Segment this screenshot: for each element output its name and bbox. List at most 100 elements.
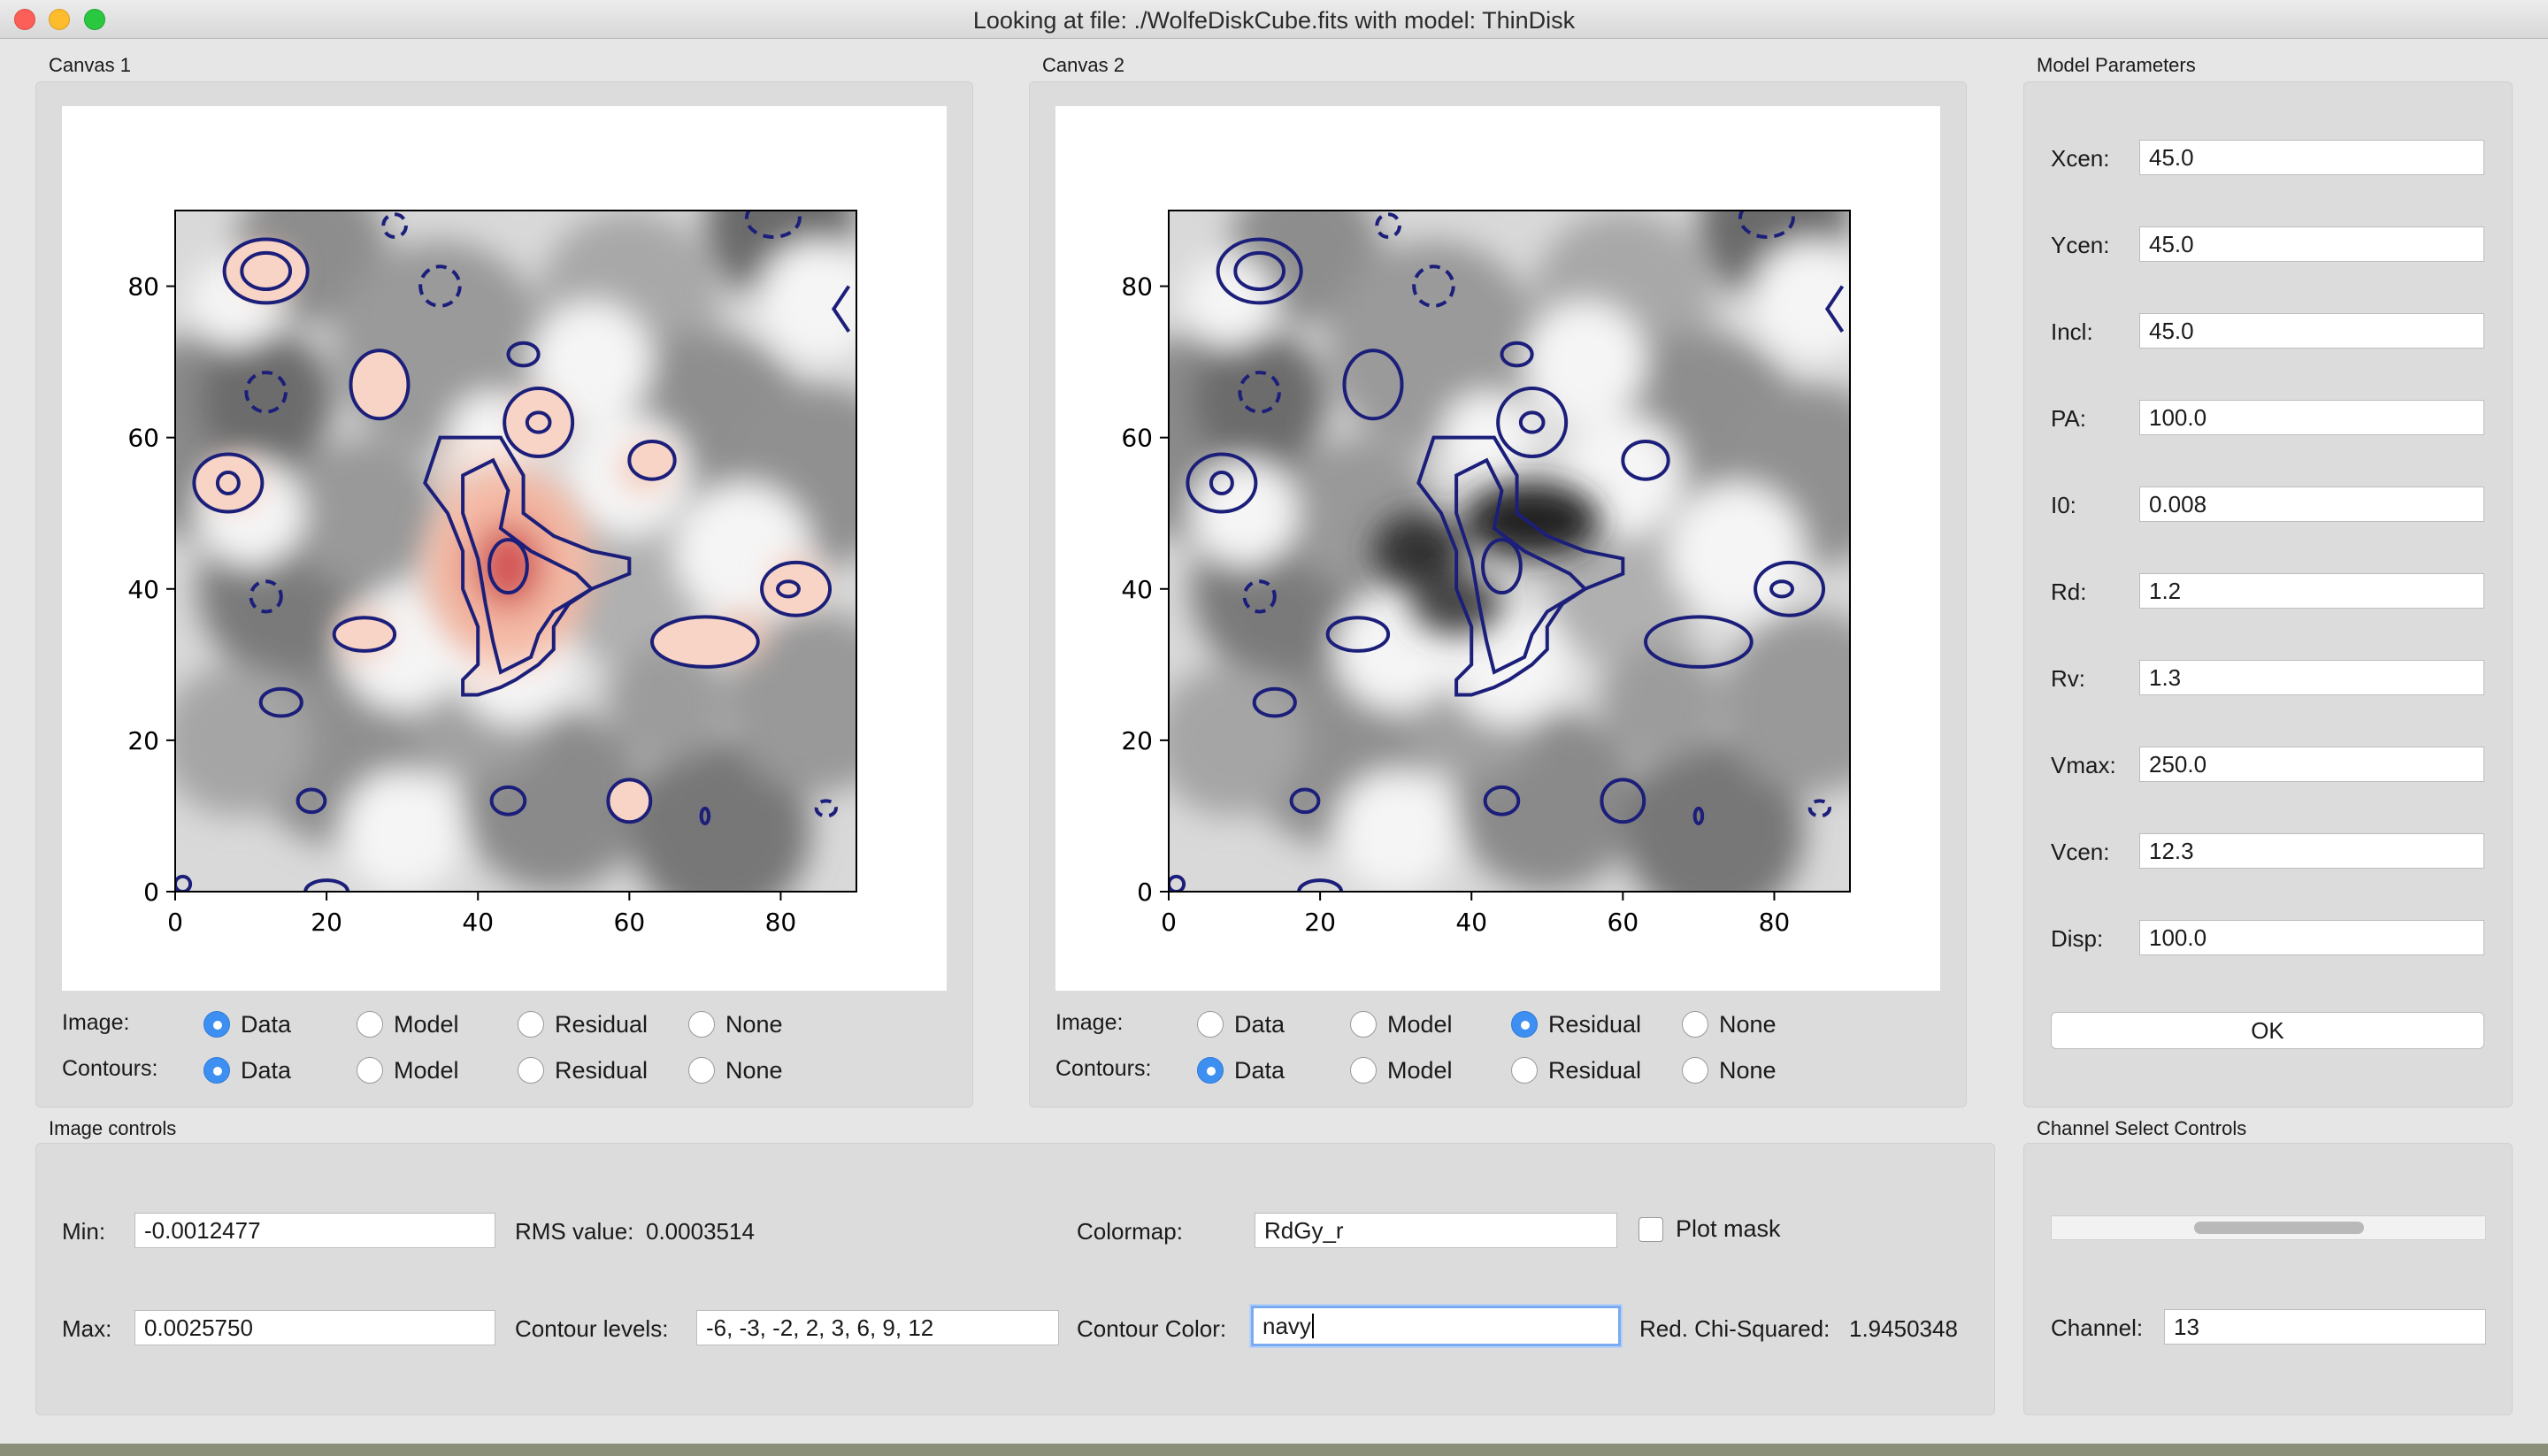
max-input[interactable]: 0.0025750 xyxy=(134,1310,495,1345)
radio-dot[interactable] xyxy=(1682,1057,1708,1084)
param-input-rv[interactable]: 1.3 xyxy=(2139,660,2484,695)
radio-label: Residual xyxy=(1548,1010,1642,1038)
canvas2-contour-radio-none[interactable]: None xyxy=(1682,1054,1777,1086)
axes-frame xyxy=(1168,210,1851,893)
radio-dot[interactable] xyxy=(1511,1057,1538,1084)
radio-dot[interactable] xyxy=(357,1011,383,1038)
param-input-xcen[interactable]: 45.0 xyxy=(2139,140,2484,175)
x-tick-label: 40 xyxy=(1455,908,1487,937)
radio-dot[interactable] xyxy=(688,1011,715,1038)
radio-label: Residual xyxy=(1548,1056,1642,1084)
channel-input[interactable]: 13 xyxy=(2164,1309,2486,1345)
canvas2-image-radio-none[interactable]: None xyxy=(1682,1008,1777,1040)
radio-dot[interactable] xyxy=(518,1057,544,1084)
radio-label: Data xyxy=(1234,1010,1286,1038)
canvas2-contour-radio-residual[interactable]: Residual xyxy=(1511,1054,1641,1086)
param-label-vmax: Vmax: xyxy=(2051,752,2116,778)
param-label-rd: Rd: xyxy=(2051,579,2087,605)
radio-dot[interactable] xyxy=(1197,1057,1224,1084)
ok-button[interactable]: OK xyxy=(2051,1012,2484,1049)
canvas1-image-radio-residual[interactable]: Residual xyxy=(518,1008,648,1040)
param-input-incl[interactable]: 45.0 xyxy=(2139,313,2484,349)
param-input-disp[interactable]: 100.0 xyxy=(2139,920,2484,955)
canvas2-contour-radio-model[interactable]: Model xyxy=(1350,1054,1453,1086)
param-input-i0[interactable]: 0.008 xyxy=(2139,487,2484,522)
canvas1-contour-radio-none[interactable]: None xyxy=(688,1054,783,1086)
radio-dot[interactable] xyxy=(1350,1011,1377,1038)
canvas2-contours-label: Contours: xyxy=(1055,1056,1152,1081)
param-input-rd[interactable]: 1.2 xyxy=(2139,573,2484,609)
canvas1-contour-radio-residual[interactable]: Residual xyxy=(518,1054,648,1086)
chi-value: 1.9450348 xyxy=(1849,1315,1958,1342)
canvas1-plot[interactable]: 0 0 20 20 40 40 60 60 80 80 xyxy=(62,106,947,991)
radio-label: Data xyxy=(1234,1056,1286,1084)
rms-value: 0.0003514 xyxy=(646,1218,755,1245)
canvas1-image-radio-none[interactable]: None xyxy=(688,1008,783,1040)
canvas1-image-radio-model[interactable]: Model xyxy=(357,1008,459,1040)
contour-color-input[interactable]: navy xyxy=(1251,1306,1621,1346)
radio-dot[interactable] xyxy=(518,1011,544,1038)
y-tick-label: 60 xyxy=(1121,424,1153,453)
x-tick-label: 60 xyxy=(1608,908,1639,937)
canvas2-contour-radio-data[interactable]: Data xyxy=(1197,1054,1285,1086)
colormap-input[interactable]: RdGy_r xyxy=(1255,1213,1617,1248)
close-window-button[interactable] xyxy=(14,9,35,30)
radio-label: None xyxy=(725,1010,783,1038)
radio-dot[interactable] xyxy=(688,1057,715,1084)
rms-label: RMS value: xyxy=(515,1218,634,1245)
radio-dot[interactable] xyxy=(1350,1057,1377,1084)
radio-label: Residual xyxy=(555,1010,649,1038)
y-tick-label: 20 xyxy=(1121,726,1153,755)
radio-dot[interactable] xyxy=(203,1011,230,1038)
canvas2-image-radio-data[interactable]: Data xyxy=(1197,1008,1285,1040)
canvas1-group-label: Canvas 1 xyxy=(49,54,131,76)
radio-dot[interactable] xyxy=(1511,1011,1538,1038)
x-tick-label: 20 xyxy=(1304,908,1336,937)
radio-label: Model xyxy=(1387,1056,1453,1084)
x-tick-label: 20 xyxy=(311,908,342,937)
radio-dot[interactable] xyxy=(1197,1011,1224,1038)
min-input[interactable]: -0.0012477 xyxy=(134,1213,495,1248)
param-input-pa[interactable]: 100.0 xyxy=(2139,400,2484,435)
radio-label: Data xyxy=(241,1010,292,1038)
channel-slider-handle[interactable] xyxy=(2194,1222,2364,1234)
y-tick-label: 20 xyxy=(127,726,159,755)
radio-dot[interactable] xyxy=(203,1057,230,1084)
canvas2-image-radio-residual[interactable]: Residual xyxy=(1511,1008,1641,1040)
canvas1-figure[interactable]: 00 20 20 40 40 60 60 80 80 xyxy=(62,106,947,991)
plot-mask-box[interactable] xyxy=(1639,1216,1663,1242)
radio-dot[interactable] xyxy=(357,1057,383,1084)
canvas2-image-radio-model[interactable]: Model xyxy=(1350,1008,1453,1040)
contour-color-label: Contour Color: xyxy=(1077,1315,1227,1342)
channel-label: Channel: xyxy=(2051,1314,2144,1341)
canvas2-plot[interactable]: 0 0 20 20 40 40 60 60 80 80 xyxy=(1055,106,1940,991)
x-tick-label: 0 xyxy=(1161,908,1177,937)
contour-levels-input[interactable]: -6, -3, -2, 2, 3, 6, 9, 12 xyxy=(696,1310,1059,1345)
plot-mask-label: Plot mask xyxy=(1676,1215,1781,1242)
canvas2-figure[interactable]: 00 20 20 40 40 60 60 80 80 xyxy=(1055,106,1940,991)
canvas1-contour-radio-data[interactable]: Data xyxy=(203,1054,291,1086)
x-tick-label: 40 xyxy=(462,908,494,937)
radio-dot[interactable] xyxy=(1682,1011,1708,1038)
param-input-vmax[interactable]: 250.0 xyxy=(2139,747,2484,782)
canvas1-contour-radio-model[interactable]: Model xyxy=(357,1054,459,1086)
zoom-window-button[interactable] xyxy=(84,9,105,30)
param-input-vcen[interactable]: 12.3 xyxy=(2139,833,2484,869)
plot-mask-checkbox[interactable]: Plot mask xyxy=(1639,1215,1781,1243)
canvas1-image-radio-data[interactable]: Data xyxy=(203,1008,291,1040)
image-controls-group xyxy=(35,1143,1995,1415)
channel-controls-label: Channel Select Controls xyxy=(2037,1117,2247,1139)
radio-label: Data xyxy=(241,1056,292,1084)
param-label-rv: Rv: xyxy=(2051,665,2085,692)
param-label-ycen: Ycen: xyxy=(2051,232,2110,258)
param-label-xcen: Xcen: xyxy=(2051,145,2110,172)
minimize-window-button[interactable] xyxy=(49,9,70,30)
radio-label: None xyxy=(1719,1010,1777,1038)
param-label-disp: Disp: xyxy=(2051,925,2104,952)
canvas1-image-label: Image: xyxy=(62,1010,130,1035)
radio-label: Residual xyxy=(555,1056,649,1084)
param-input-ycen[interactable]: 45.0 xyxy=(2139,226,2484,262)
contour-levels-label: Contour levels: xyxy=(515,1315,669,1342)
radio-label: Model xyxy=(394,1010,459,1038)
x-tick-label: 80 xyxy=(1759,908,1791,937)
